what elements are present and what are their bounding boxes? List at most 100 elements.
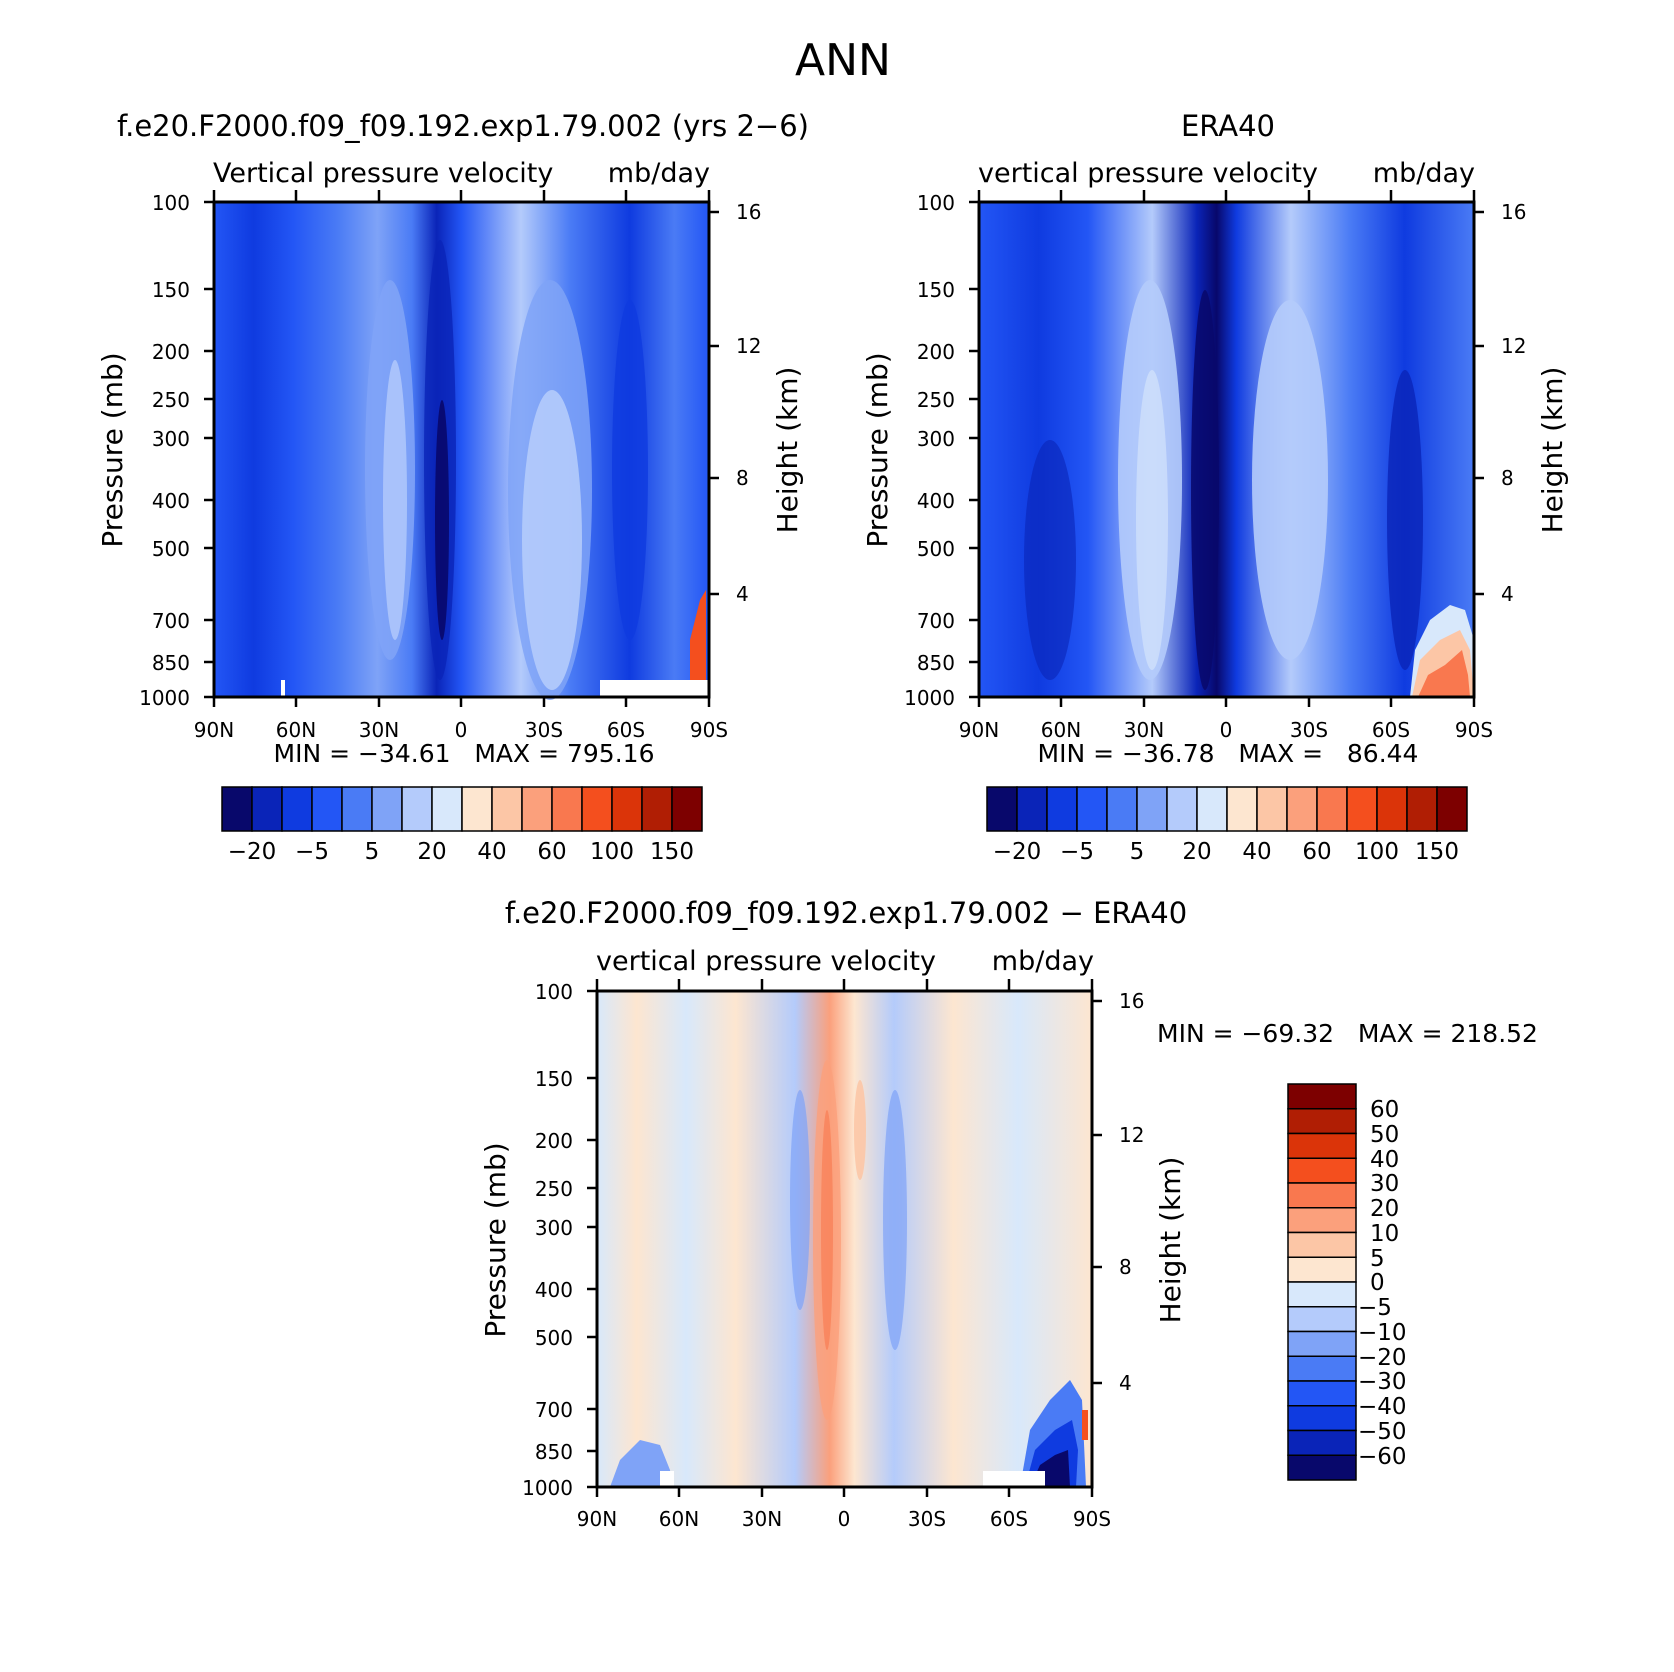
colorbar-label: 60 — [537, 839, 566, 865]
panel-model-plot-area — [214, 202, 709, 700]
y-tick-label: 200 — [917, 340, 955, 364]
colorbar-swatch — [371, 786, 403, 832]
y-right-tick-label: 16 — [1501, 200, 1526, 224]
y-tick-label: 700 — [535, 1398, 573, 1422]
colorbar-label: 40 — [1370, 1147, 1399, 1173]
y-tick-label: 500 — [917, 537, 955, 561]
panel-diff-x-axis: 90N 60N 30N 0 30S 60S 90S — [577, 979, 1111, 1531]
colorbar-label: 100 — [590, 839, 634, 865]
x-tick-label: 60S — [607, 718, 645, 742]
colorbar-label: −5 — [1358, 1295, 1392, 1321]
colorbar-swatch — [1287, 1355, 1357, 1382]
colorbar-label: 30 — [1370, 1171, 1399, 1197]
colorbar-swatch — [521, 786, 553, 832]
panel-diff-title: f.e20.F2000.f09_f09.192.exp1.79.002 − ER… — [505, 896, 1187, 930]
panel-model-y-axis: 100 150 200 250 300 400 500 700 850 1000… — [96, 191, 214, 710]
colorbar-swatch — [986, 786, 1018, 832]
y-tick-label: 400 — [152, 489, 190, 513]
colorbar-swatch — [1287, 1256, 1357, 1283]
x-tick-label: 0 — [1220, 718, 1233, 742]
panel-era40-y-right-axis: 16 12 8 4 Height (km) — [1474, 200, 1569, 606]
colorbar-swatch — [1076, 786, 1108, 832]
y-tick-label: 250 — [152, 388, 190, 412]
y-right-tick-label: 16 — [736, 200, 761, 224]
y-right-tick-label: 8 — [736, 466, 749, 490]
x-tick-label: 30S — [1290, 718, 1328, 742]
colorbar-label: 60 — [1302, 839, 1331, 865]
colorbar-swatch — [221, 786, 253, 832]
colorbar-label: 60 — [1370, 1097, 1399, 1123]
page-title: ANN — [795, 35, 891, 86]
y-tick-label: 300 — [152, 427, 190, 451]
y-tick-label: 100 — [917, 191, 955, 215]
y-tick-label: 1000 — [139, 686, 190, 710]
colorbar-swatch — [1287, 1306, 1357, 1333]
y-right-tick-label: 4 — [736, 582, 749, 606]
panel-era40-colorbar: −20 −5 5 20 40 60 100 150 — [986, 786, 1468, 865]
colorbar-swatch — [1287, 1108, 1357, 1135]
y-tick-label: 250 — [917, 388, 955, 412]
x-tick-label: 90N — [577, 1507, 617, 1531]
y-tick-label: 700 — [917, 609, 955, 633]
panel-diff-y-right-axis: 16 12 8 4 Height (km) — [1092, 989, 1187, 1395]
panel-model-subtitle-left: Vertical pressure velocity — [213, 158, 553, 189]
colorbar-swatch — [281, 786, 313, 832]
y-tick-label: 300 — [917, 427, 955, 451]
colorbar-swatch — [1166, 786, 1198, 832]
colorbar-swatch — [341, 786, 373, 832]
y-right-tick-label: 16 — [1119, 989, 1144, 1013]
panel-diff-subtitle-right: mb/day — [992, 946, 1094, 977]
panel-era40-stats: MIN = −36.78 MAX = 86.44 — [1038, 739, 1419, 768]
colorbar-swatch — [1436, 786, 1468, 832]
colorbar-swatch — [1136, 786, 1168, 832]
panel-model-colorbar: −20 −5 5 20 40 60 100 150 — [221, 786, 703, 865]
colorbar-swatch — [1287, 1132, 1357, 1159]
colorbar-swatch — [1106, 786, 1138, 832]
y-tick-label: 850 — [152, 651, 190, 675]
colorbar-label: −20 — [993, 839, 1042, 865]
x-tick-label: 90S — [690, 718, 728, 742]
colorbar-swatch — [1346, 786, 1378, 832]
panel-era40-title: ERA40 — [1181, 109, 1275, 143]
y-tick-label: 150 — [535, 1067, 573, 1091]
colorbar-swatch — [1286, 786, 1318, 832]
colorbar-label: −30 — [1358, 1369, 1407, 1395]
x-tick-label: 90N — [959, 718, 999, 742]
y-tick-label: 400 — [917, 489, 955, 513]
colorbar-swatch — [1287, 1330, 1357, 1357]
colorbar-swatch — [311, 786, 343, 832]
colorbar-swatch — [401, 786, 433, 832]
y-tick-label: 700 — [152, 609, 190, 633]
panel-model-stats: MIN = −34.61 MAX = 795.16 — [274, 739, 655, 768]
panel-model-title: f.e20.F2000.f09_f09.192.exp1.79.002 (yrs… — [117, 109, 809, 143]
y-tick-label: 200 — [152, 340, 190, 364]
colorbar-swatch — [611, 786, 643, 832]
panel-diff-colorbar: 60 50 40 30 20 10 5 0 −5 −10 −20 −30 −40… — [1287, 1083, 1407, 1481]
colorbar-label: 150 — [1415, 839, 1459, 865]
colorbar-swatch — [581, 786, 613, 832]
y-tick-label: 500 — [152, 537, 190, 561]
colorbar-label: 20 — [417, 839, 446, 865]
colorbar-swatch — [1287, 1207, 1357, 1234]
panel-model-subtitle-right: mb/day — [608, 158, 710, 189]
x-tick-label: 60N — [659, 1507, 699, 1531]
x-tick-label: 60N — [1041, 718, 1081, 742]
x-tick-label: 30S — [525, 718, 563, 742]
colorbar-swatch — [1287, 1182, 1357, 1209]
x-tick-label: 30S — [908, 1507, 946, 1531]
colorbar-label: 5 — [365, 839, 380, 865]
colorbar-label: 150 — [650, 839, 694, 865]
panel-model: f.e20.F2000.f09_f09.192.exp1.79.002 (yrs… — [96, 109, 809, 865]
colorbar-swatch — [1287, 1405, 1357, 1432]
panel-era40-subtitle-left: vertical pressure velocity — [978, 158, 1318, 189]
colorbar-swatch — [491, 786, 523, 832]
colorbar-swatch — [1376, 786, 1408, 832]
x-tick-label: 90S — [1455, 718, 1493, 742]
y-tick-label: 150 — [917, 278, 955, 302]
y-tick-label: 1000 — [904, 686, 955, 710]
colorbar-label: −10 — [1358, 1320, 1407, 1346]
colorbar-swatch — [1316, 786, 1348, 832]
x-tick-label: 90N — [194, 718, 234, 742]
y-tick-label: 150 — [152, 278, 190, 302]
panel-diff-plot-area — [597, 991, 1092, 1487]
